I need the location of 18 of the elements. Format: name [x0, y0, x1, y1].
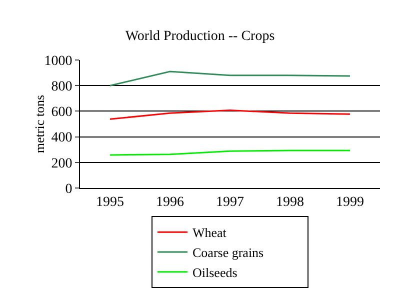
- line-series: [109, 110, 351, 120]
- y-tick-label: 1000: [44, 54, 72, 69]
- legend-label: Coarse grains: [192, 245, 264, 260]
- legend-label: Oilseeds: [192, 264, 238, 280]
- x-tick-label: 1995: [96, 194, 124, 210]
- y-tick-label: 800: [51, 80, 72, 94]
- x-tick-label: 1998: [276, 194, 304, 210]
- x-tick-label: 1997: [216, 194, 244, 210]
- y-axis-title: metric tons: [32, 94, 47, 154]
- line-series: [109, 70, 351, 86]
- y-tick-label: 600: [51, 105, 72, 120]
- legend-label: Wheat: [192, 225, 227, 240]
- chart-title: World Production -- Crops: [125, 28, 275, 44]
- x-tick-label: 1999: [336, 194, 364, 210]
- x-tick-label: 1996: [156, 194, 184, 210]
- y-tick-label: 200: [51, 156, 72, 172]
- y-tick-label: 0: [65, 182, 72, 197]
- y-tick-label: 400: [51, 130, 72, 146]
